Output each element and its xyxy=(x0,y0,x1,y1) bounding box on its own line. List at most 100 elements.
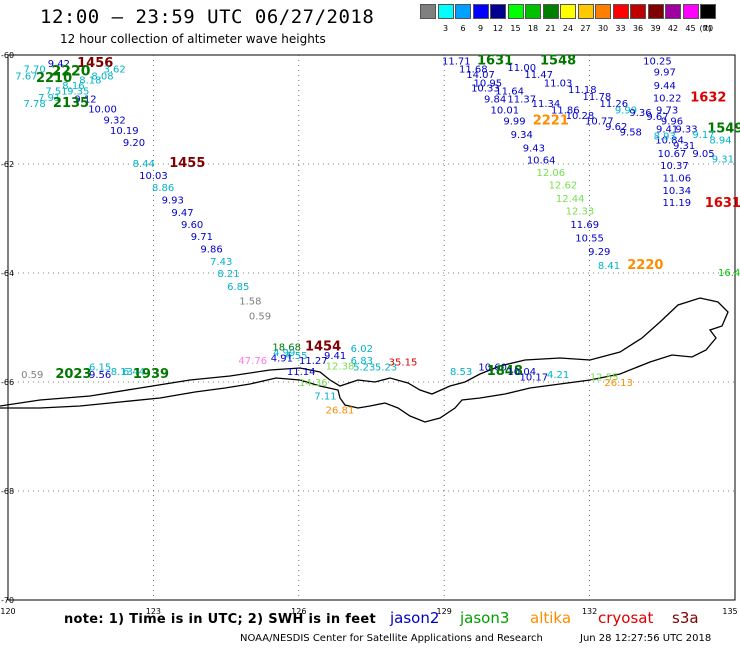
wave-height-label: 11.37 xyxy=(507,95,536,106)
wave-height-label: 9.84 xyxy=(484,95,506,106)
wave-height-label: 10.17 xyxy=(520,373,549,384)
wave-height-label: 8.41 xyxy=(598,261,620,272)
legend-label: 15 xyxy=(510,24,521,33)
wave-height-label: 11.86 xyxy=(551,106,580,117)
pass-time-label: 2221 xyxy=(533,113,569,128)
wave-height-label: 9.97 xyxy=(654,67,676,78)
wave-height-label: 9.93 xyxy=(162,195,184,206)
legend-swatch xyxy=(560,4,576,19)
wave-height-label: 10.01 xyxy=(490,106,519,117)
wave-height-label: 14.36 xyxy=(299,378,328,389)
pass-time-label: 2220 xyxy=(627,258,663,273)
lon-tick-label: 126 xyxy=(291,607,306,616)
wave-height-label: 11.06 xyxy=(663,174,692,185)
wave-height-label: 9.58 xyxy=(620,127,642,138)
wave-height-label: 7.70 xyxy=(24,65,46,76)
wave-height-label: 10.28 xyxy=(566,111,595,122)
legend-label: 42 xyxy=(667,24,679,33)
wave-height-label: 9.60 xyxy=(181,220,203,231)
legend-swatch xyxy=(490,4,506,19)
wave-height-label: 11.18 xyxy=(568,85,597,96)
wave-height-label: 9.73 xyxy=(656,106,678,117)
wave-height-label: 9.41 xyxy=(324,351,346,362)
wave-height-label: 9.42 xyxy=(48,59,70,70)
wave-height-label: 9.12 xyxy=(74,95,96,106)
wave-height-label: 26.81 xyxy=(326,405,355,416)
legend-swatch xyxy=(595,4,611,19)
wave-height-label: 11.64 xyxy=(495,86,524,97)
satellite-jason2: jason2 xyxy=(390,609,440,627)
pass-time-label: 1939 xyxy=(133,367,169,382)
legend-swatch xyxy=(577,4,594,19)
wave-height-label: 8.18 xyxy=(79,76,101,87)
wave-height-label: 12.62 xyxy=(549,181,578,192)
wave-height-label: 8.16 xyxy=(62,81,84,92)
wave-height-label: 9.67 xyxy=(646,112,668,123)
wave-height-label: 35.15 xyxy=(389,357,418,368)
legend-label: 3 xyxy=(442,24,449,33)
wave-height-label: 9.86 xyxy=(200,244,222,255)
wave-height-label: 12.38 xyxy=(326,362,355,373)
wave-height-label: 9.17 xyxy=(692,130,714,141)
wave-height-label: 4.91 xyxy=(271,353,293,364)
legend-label: 9 xyxy=(477,24,484,33)
wave-height-label: 10.33 xyxy=(471,84,500,95)
pass-time-label: 1631 xyxy=(477,53,513,68)
pass-time-label: 1631 xyxy=(705,196,740,211)
wave-height-label: 11.14 xyxy=(287,367,316,378)
legend-label: 30 xyxy=(597,24,609,33)
wave-height-label: 9.41 xyxy=(656,125,678,136)
wave-height-label: 10.34 xyxy=(663,186,692,197)
wave-height-label: 12.55 xyxy=(590,373,619,384)
lat-tick-label: -66 xyxy=(1,378,14,387)
legend-swatch xyxy=(525,4,541,19)
wave-height-label: 10.19 xyxy=(110,126,139,137)
wave-height-label: 6.44 xyxy=(123,367,145,378)
legend-swatch xyxy=(630,4,646,19)
wave-height-label: 10.95 xyxy=(473,78,502,89)
lat-tick-label: -62 xyxy=(1,160,14,169)
legend-label: 36 xyxy=(632,24,644,33)
wave-height-label: 8.44 xyxy=(133,159,155,170)
legend-swatch xyxy=(437,4,454,19)
pass-time-label: 2220 xyxy=(52,63,91,79)
legend-label: 45 xyxy=(685,24,696,33)
lon-tick-label: 120 xyxy=(0,607,15,616)
wave-height-label: 9.34 xyxy=(511,130,533,141)
wave-height-label: 26.13 xyxy=(604,378,633,389)
wave-height-label: 0.59 xyxy=(249,312,271,323)
wave-height-label: 10.55 xyxy=(575,234,604,245)
generated-timestamp: Jun 28 12:27:56 UTC 2018 xyxy=(580,633,712,644)
credit-text: NOAA/NESDIS Center for Satellite Applica… xyxy=(240,633,543,644)
legend-swatch xyxy=(612,4,629,19)
legend-swatch xyxy=(455,4,471,19)
wave-height-label: 11.71 xyxy=(442,56,471,67)
wave-height-label: 11.00 xyxy=(507,63,536,74)
lon-tick-label: 129 xyxy=(437,607,452,616)
wave-height-label: 8.86 xyxy=(152,183,174,194)
pass-time-label: 1455 xyxy=(169,156,205,171)
wave-height-label: 11.69 xyxy=(570,220,599,231)
lon-tick-label: 123 xyxy=(146,607,161,616)
wave-height-label: 9.56 xyxy=(89,370,111,381)
wave-height-label: 10.25 xyxy=(643,56,672,67)
legend-swatch xyxy=(665,4,681,19)
wave-height-label: 7.43 xyxy=(210,257,232,268)
lat-tick-label: -64 xyxy=(1,269,14,278)
wave-height-label: 6.15 xyxy=(89,363,111,374)
legend-unit: (ft) xyxy=(699,24,712,33)
wave-height-label: 9.99 xyxy=(503,116,525,127)
wave-height-label: 10.37 xyxy=(660,161,689,172)
legend-label: 18 xyxy=(527,24,539,33)
wave-height-label: 12.44 xyxy=(556,194,585,205)
antarctic-coastline xyxy=(0,297,729,423)
satellite-cryosat: cryosat xyxy=(598,609,654,627)
wave-height-label: 9.31 xyxy=(712,155,734,166)
wave-height-label: 9.33 xyxy=(675,125,697,136)
wave-height-label: 4.21 xyxy=(547,370,569,381)
pass-time-label: 2210 xyxy=(36,71,72,86)
lat-tick-label: -70 xyxy=(1,596,14,605)
wave-height-label: 9.99 xyxy=(615,106,637,117)
